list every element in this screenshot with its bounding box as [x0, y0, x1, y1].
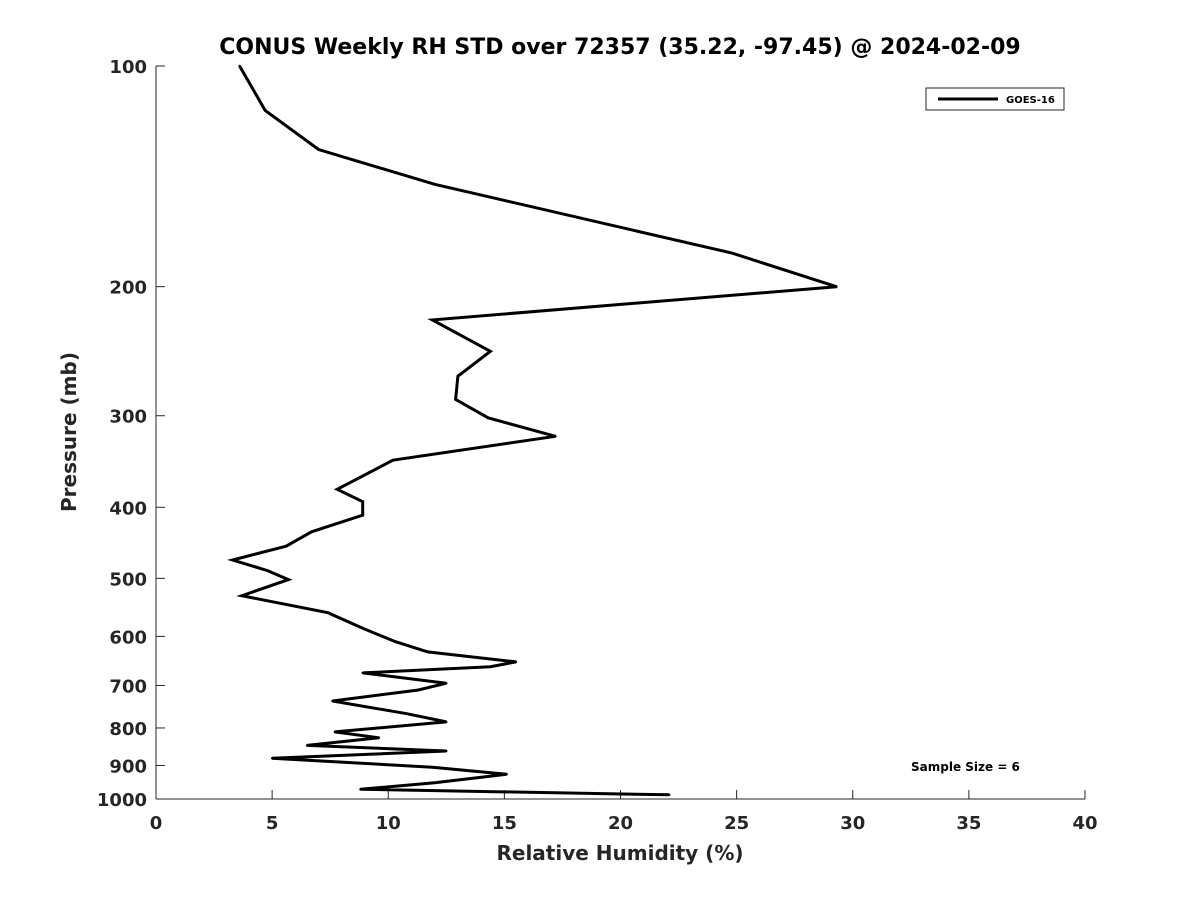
x-tick-label: 0 — [150, 813, 163, 834]
data-point — [361, 671, 364, 675]
data-point — [426, 650, 429, 654]
data-point — [284, 545, 288, 548]
y-tick-label: 500 — [109, 569, 147, 590]
y-tick-label: 900 — [109, 756, 147, 777]
data-point — [287, 578, 290, 581]
sample-size-annotation: Sample Size = 6 — [911, 760, 1020, 774]
data-point — [317, 148, 320, 151]
data-point — [391, 459, 395, 462]
y-axis: 100 200 300 400 500 600 700 800 900 1000 — [97, 57, 165, 811]
data-point — [266, 569, 269, 572]
data-point — [505, 773, 508, 776]
x-tick-label: 15 — [492, 813, 517, 834]
y-tick-label: 100 — [109, 57, 147, 78]
data-point — [405, 712, 408, 715]
data-point — [336, 488, 339, 491]
y-tick-label: 200 — [109, 278, 147, 299]
y-tick-label: 600 — [109, 627, 147, 648]
data-point — [310, 530, 313, 533]
data-point — [305, 744, 309, 747]
y-tick-label: 300 — [109, 407, 147, 428]
x-axis: 0 5 10 15 20 25 30 35 40 — [150, 790, 1098, 834]
data-point — [514, 660, 518, 664]
data-point — [326, 611, 330, 614]
x-axis-label: Relative Humidity (%) — [496, 841, 743, 865]
data-point — [231, 558, 234, 562]
chart-title: CONUS Weekly RH STD over 72357 (35.22, -… — [219, 35, 1020, 60]
data-point — [331, 699, 334, 703]
y-tick-label: 1000 — [97, 790, 147, 811]
data-point — [270, 757, 274, 760]
x-tick-label: 30 — [840, 813, 865, 834]
legend-label: GOES-16 — [1006, 95, 1055, 106]
data-point — [730, 251, 734, 255]
data-point — [454, 398, 457, 401]
data-point — [333, 730, 336, 734]
x-tick-label: 10 — [376, 813, 401, 834]
x-tick-label: 25 — [724, 813, 749, 834]
data-point — [486, 416, 490, 419]
y-tick-label: 400 — [109, 498, 147, 519]
data-point — [377, 736, 381, 739]
data-point — [456, 375, 460, 378]
data-point — [445, 682, 448, 685]
y-tick-label: 700 — [109, 676, 147, 697]
x-tick-label: 40 — [1072, 813, 1097, 834]
data-point — [361, 514, 364, 517]
x-tick-label: 5 — [266, 813, 279, 834]
data-point — [361, 627, 364, 630]
data-point — [489, 665, 492, 668]
data-point — [554, 435, 557, 438]
y-tick-label: 800 — [109, 719, 147, 740]
data-point — [433, 781, 436, 784]
data-point — [445, 720, 448, 724]
legend: GOES-16 — [925, 87, 1065, 111]
data-point — [359, 788, 362, 791]
data-point — [238, 64, 241, 68]
data-point — [835, 285, 838, 288]
data-point — [361, 500, 364, 503]
data-point — [431, 766, 434, 769]
y-axis-label: Pressure (mb) — [57, 352, 81, 512]
data-point — [264, 109, 267, 112]
data-point — [433, 183, 436, 186]
x-tick-label: 20 — [608, 813, 633, 834]
data-point — [489, 350, 492, 353]
x-tick-label: 35 — [956, 813, 981, 834]
data-point — [417, 688, 420, 692]
series-line-goes-16 — [227, 65, 837, 797]
data-point — [668, 793, 671, 796]
data-point — [431, 318, 434, 322]
data-point — [240, 594, 244, 597]
data-point — [394, 640, 397, 643]
data-point — [445, 749, 448, 753]
series-points — [231, 64, 838, 796]
plot-axes — [155, 66, 1085, 800]
